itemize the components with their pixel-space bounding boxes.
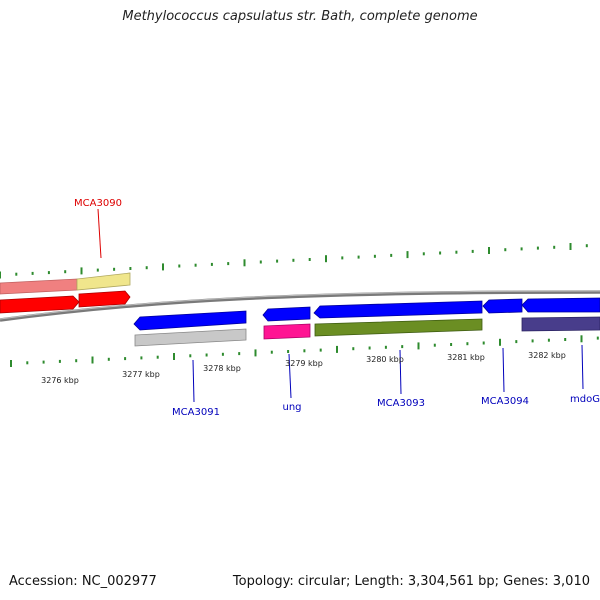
genome-summary-text: Topology: circular; Length: 3,304,561 bp… — [232, 574, 590, 589]
scale-label: 3279 kbp — [285, 359, 323, 368]
scale-label: 3282 kbp — [528, 351, 566, 360]
scale-label: 3281 kbp — [447, 353, 485, 362]
label-MCA3094[interactable]: MCA3094 — [481, 396, 529, 407]
label-MCA3093[interactable]: MCA3093 — [377, 398, 425, 409]
feature-ung-cds[interactable] — [263, 323, 311, 340]
accession-text: Accession: NC_002977 — [9, 574, 157, 589]
feature-mdoG-cds[interactable] — [521, 316, 600, 332]
leader-MCA3093 — [399, 349, 402, 395]
feature-MCA3091[interactable] — [133, 310, 247, 331]
scale-labels: 3276 kbp 3277 kbp 3278 kbp 3279 kbp 3280… — [41, 351, 566, 385]
forward-strand-features — [0, 272, 131, 314]
label-leaders — [97, 208, 584, 403]
feature-MCA3093-cds[interactable] — [314, 318, 483, 337]
inner-ticks — [10, 335, 599, 367]
scale-label: 3277 kbp — [122, 370, 160, 379]
feature-MCA3091-cds[interactable] — [134, 328, 247, 347]
feature-red-gene-1[interactable] — [0, 295, 80, 314]
gene-labels: MCA3090 MCA3091 ung MCA3093 MCA3094 mdoG — [74, 198, 600, 418]
scale-label: 3278 kbp — [203, 364, 241, 373]
reverse-strand-features — [133, 297, 600, 347]
outer-ticks — [0, 243, 588, 279]
feature-yellow-upper[interactable] — [76, 272, 131, 291]
label-mdoG[interactable]: mdoG — [570, 394, 600, 405]
label-MCA3091[interactable]: MCA3091 — [172, 407, 220, 418]
scale-label: 3280 kbp — [366, 355, 404, 364]
leader-MCA3094 — [502, 347, 505, 393]
feature-ung[interactable] — [262, 306, 311, 322]
map-title: Methylococcus capsulatus str. Bath, comp… — [122, 9, 478, 24]
feature-pink-upper[interactable] — [0, 278, 78, 295]
feature-MCA3094[interactable] — [482, 298, 523, 314]
leader-MCA3090 — [97, 208, 102, 259]
leader-ung — [288, 353, 292, 399]
scale-label: 3276 kbp — [41, 376, 79, 385]
leader-MCA3091 — [192, 359, 195, 403]
genome-backbone — [0, 290, 600, 322]
label-ung[interactable]: ung — [282, 402, 301, 413]
feature-red-gene-2[interactable] — [78, 290, 131, 308]
leader-mdoG — [581, 344, 584, 390]
label-MCA3090[interactable]: MCA3090 — [74, 198, 122, 209]
genome-backbone-highlight — [0, 290, 600, 320]
feature-MCA3093[interactable] — [313, 300, 483, 319]
feature-mdoG[interactable] — [521, 297, 600, 313]
